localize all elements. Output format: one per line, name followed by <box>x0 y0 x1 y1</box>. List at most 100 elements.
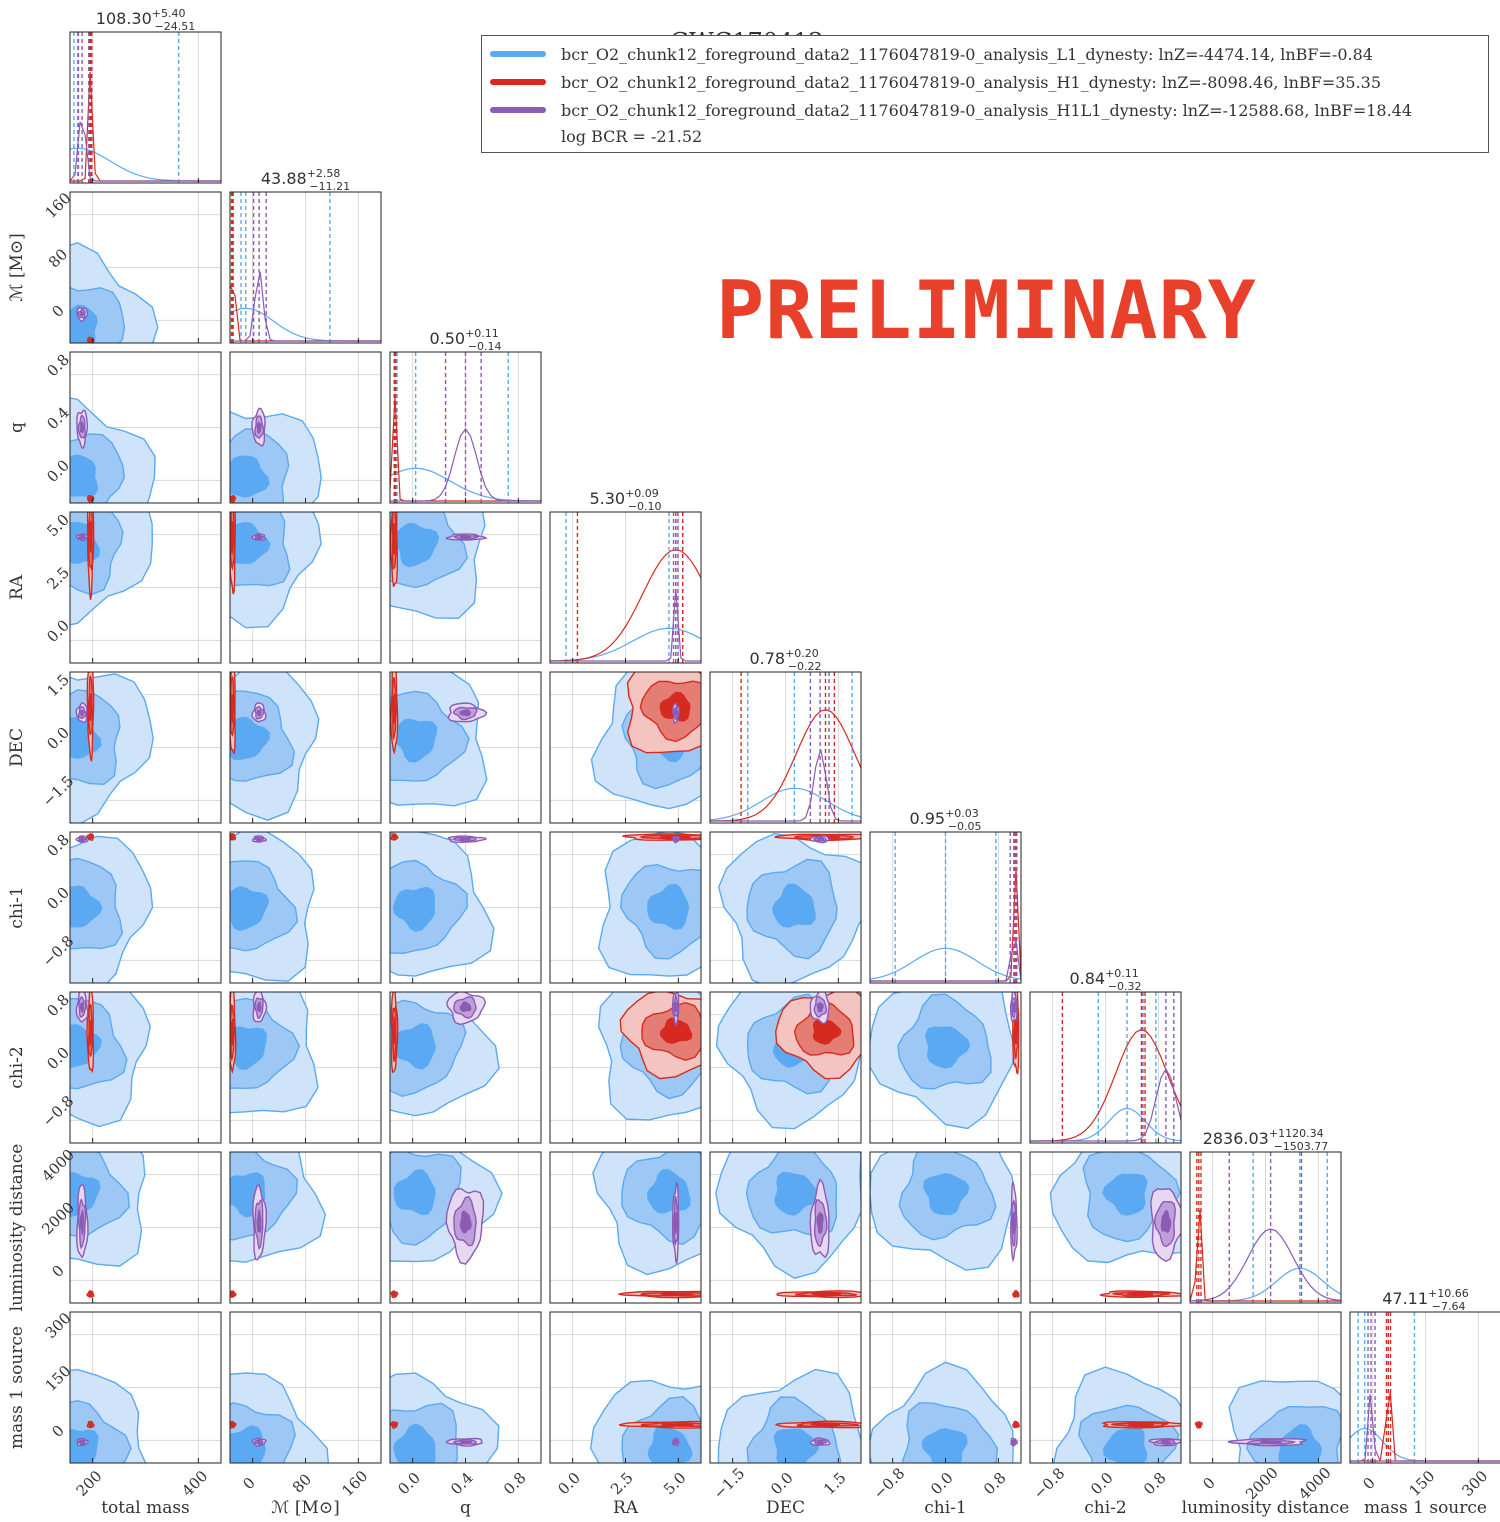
panel-content <box>230 1152 381 1303</box>
contour-inner-H1L1 <box>1012 1211 1016 1235</box>
contour-inner-H1L1 <box>460 1440 473 1444</box>
legend-swatch-l1 <box>490 51 546 57</box>
contour-inner-H1 <box>1014 1423 1018 1427</box>
preliminary-watermark: PRELIMINARY <box>716 264 1257 357</box>
panel-4-5 <box>709 831 862 984</box>
panel-content <box>870 992 1021 1143</box>
contour-inner-L1 <box>230 521 271 564</box>
diagonal-title-7: 2836.03+1120.34 −1503.77 <box>1203 1127 1329 1153</box>
diagonal-title-minus: −0.10 <box>628 500 662 513</box>
y-tick-label-1-1: 80 <box>45 245 71 271</box>
contour-inner-H1L1 <box>816 1211 824 1234</box>
panel-content <box>390 1312 541 1463</box>
histogram-L1 <box>870 947 1021 980</box>
diagonal-title-minus: −0.05 <box>948 820 982 833</box>
contour-inner-H1 <box>1125 1292 1154 1296</box>
panel-frame <box>69 351 222 504</box>
x-tick-label-0-0: 200 <box>73 1467 106 1500</box>
x-tick-label-8-1: 150 <box>1405 1467 1438 1500</box>
panel-2-3 <box>389 511 542 664</box>
x-axis-label-1: ℳ [M⊙] <box>271 1498 340 1518</box>
diagonal-title-minus: −0.32 <box>1108 980 1142 993</box>
panel-content <box>390 512 541 663</box>
diagonal-title-8: 47.11+10.66 −7.64 <box>1382 1287 1469 1313</box>
legend-label-h1: bcr_O2_chunk12_foreground_data2_11760478… <box>561 72 1382 92</box>
contour-inner-H1L1 <box>256 535 262 539</box>
contour-inner-H1 <box>89 693 93 722</box>
panel-content <box>1030 1152 1181 1303</box>
panel-content <box>710 1312 861 1463</box>
contour-inner-H1L1 <box>1161 1440 1172 1444</box>
panel-6-7 <box>1029 1151 1182 1304</box>
panel-frame <box>69 1151 222 1304</box>
y-tick-label-5-1: 0.0 <box>43 884 73 914</box>
diagonal-title-plus: +2.58 <box>307 167 341 180</box>
panel-3-6 <box>549 991 702 1144</box>
panel-content <box>550 1312 701 1463</box>
panel-6-6 <box>1029 991 1182 1144</box>
panel-6-8 <box>1029 1311 1182 1464</box>
histogram-H1L1 <box>390 427 541 502</box>
panel-content <box>390 1152 541 1303</box>
x-axis-label-5: chi-1 <box>924 1498 966 1518</box>
x-tick-label-1-1: 80 <box>289 1470 315 1496</box>
panel-2-2 <box>389 351 542 504</box>
diagonal-title-0: 108.30+5.40 −24.51 <box>96 7 195 33</box>
panel-content <box>870 1152 1021 1303</box>
panel-frame <box>69 991 222 1144</box>
contour-inner-L1 <box>922 1173 970 1216</box>
legend-label-l1: bcr_O2_chunk12_foreground_data2_11760478… <box>561 44 1373 64</box>
y-tick-label-4-2: 1.5 <box>43 671 73 701</box>
x-tick-label-6-2: 0.8 <box>1140 1469 1170 1499</box>
panel-1-5 <box>229 831 382 984</box>
panel-content <box>550 512 701 663</box>
x-tick-label-2-1: 0.4 <box>447 1469 477 1499</box>
x-tick-label-5-0: −0.8 <box>870 1464 908 1502</box>
histogram-H1 <box>710 709 861 822</box>
contour-inner-L1 <box>393 1423 436 1463</box>
contour-inner-H1L1 <box>816 837 825 841</box>
panel-8-8 <box>1349 1311 1500 1464</box>
diagonal-title-minus: −0.14 <box>468 340 502 353</box>
diagonal-title-plus: +0.11 <box>1105 967 1139 980</box>
x-tick-label-6-1: 0.0 <box>1087 1469 1117 1499</box>
panel-0-6 <box>69 991 222 1144</box>
panel-content <box>230 672 381 823</box>
contour-inner-H1L1 <box>674 1001 678 1013</box>
x-axis-label-2: q <box>460 1498 471 1518</box>
panel-content <box>1190 1312 1341 1463</box>
panel-content <box>70 1312 221 1463</box>
diagonal-title-minus: −7.64 <box>1432 1300 1466 1313</box>
diagonal-title-minus: −0.22 <box>788 660 822 673</box>
panel-content <box>710 672 861 823</box>
contour-inner-H1 <box>392 1015 396 1046</box>
panel-1-3 <box>229 511 382 664</box>
x-axis-label-0: total mass <box>101 1498 190 1518</box>
contour-inner-H1L1 <box>458 837 472 841</box>
x-tick-label-8-0: 0 <box>1359 1474 1378 1493</box>
contour-inner-H1 <box>392 1422 396 1427</box>
contour-inner-H1 <box>1014 1017 1018 1045</box>
contour-inner-L1 <box>647 883 690 930</box>
y-axis-label-8: mass 1 source <box>7 1326 27 1449</box>
diagonal-title-plus: +10.66 <box>1428 1287 1469 1300</box>
panel-5-5 <box>869 831 1022 984</box>
contour-inner-H1 <box>89 835 93 839</box>
panel-content <box>230 992 381 1143</box>
panel-content <box>390 672 541 823</box>
contour-inner-H1L1 <box>79 1001 85 1014</box>
diagonal-title-median: 0.50 <box>429 329 465 348</box>
panel-content <box>230 352 381 503</box>
panel-frame <box>69 191 222 344</box>
contour-inner-H1 <box>89 520 93 554</box>
panel-frame <box>69 1311 222 1464</box>
panel-content <box>710 992 861 1143</box>
panel-content <box>870 832 1021 983</box>
contour-inner-H1 <box>230 1019 234 1046</box>
panel-5-6 <box>869 991 1022 1144</box>
x-tick-label-1-2: 160 <box>338 1467 371 1500</box>
panel-3-3 <box>549 511 702 664</box>
contour-inner-H1L1 <box>256 709 262 717</box>
histogram-H1L1 <box>70 121 221 182</box>
panel-content <box>70 672 221 823</box>
